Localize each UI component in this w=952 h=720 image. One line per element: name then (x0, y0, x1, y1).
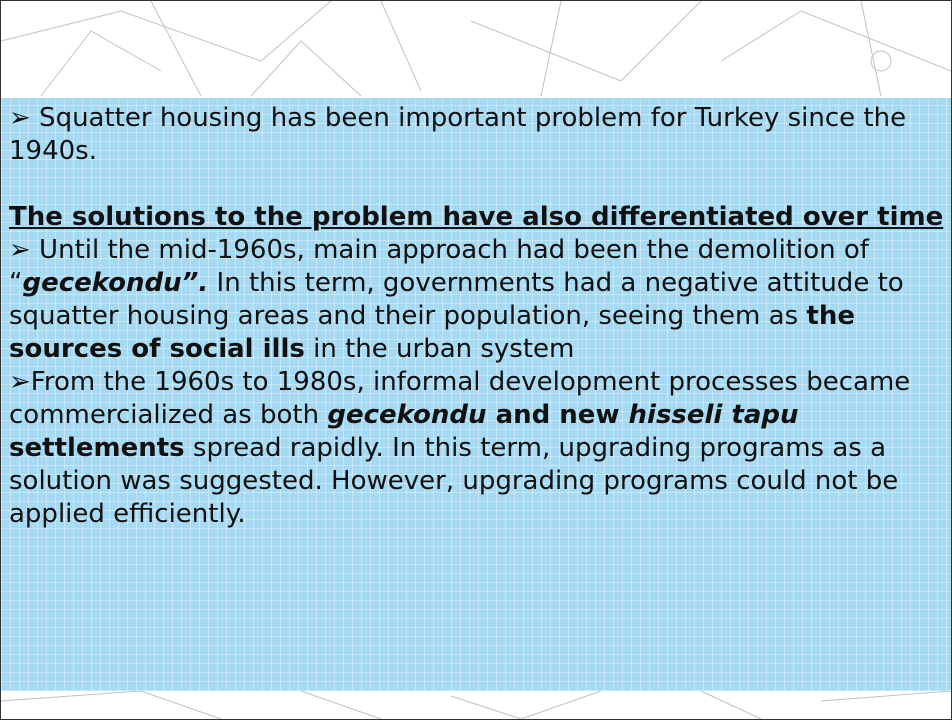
bullet: ➢ (9, 235, 31, 265)
text-run: settlements (9, 433, 185, 463)
text-run: hisseli tapu (628, 400, 799, 430)
text-run: Squatter housing has been important prob… (9, 103, 907, 166)
text-run: In this term, governments had a negative… (9, 268, 904, 331)
text-run: the sources of social ills (9, 301, 855, 364)
text-run: gecekondu”. (22, 268, 209, 298)
bullet: ➢ (9, 103, 31, 133)
paragraph: ➢ Squatter housing has been important pr… (9, 102, 951, 168)
text-run: From the 1960s to 1980s, informal develo… (9, 367, 911, 430)
text-box: ➢ Squatter housing has been important pr… (1, 98, 951, 691)
bullet: ➢ (9, 367, 31, 397)
paragraph: ➢From the 1960s to 1980s, informal devel… (9, 366, 951, 531)
text-run: spread rapidly. In this term, upgrading … (9, 433, 899, 529)
text-run: and new (486, 400, 629, 430)
text-run: in the urban system (304, 334, 575, 364)
paragraph: The solutions to the problem have also d… (9, 201, 951, 234)
text-run: The solutions to the problem have also d… (9, 202, 944, 232)
paragraph: ➢ Until the mid-1960s, main approach had… (9, 234, 951, 366)
text-run: Until the mid-1960s, main approach had b… (9, 235, 869, 298)
text-run: gecekondu (327, 400, 487, 430)
